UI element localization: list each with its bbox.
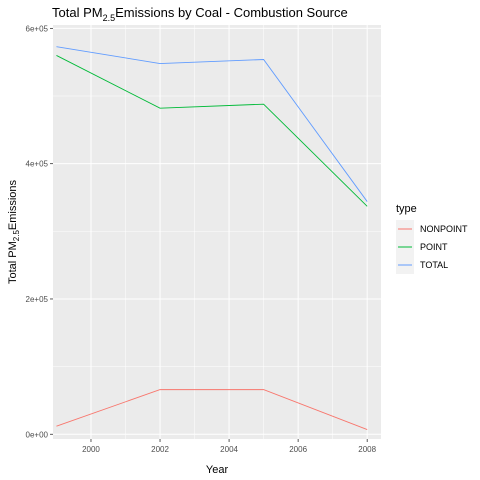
y-tick-label: 0e+00 — [26, 430, 49, 439]
chart-title-suffix: Emissions by Coal - Combustion Source — [115, 5, 348, 20]
y-axis-label-suffix: Emissions — [7, 179, 19, 230]
series-lines — [56, 46, 368, 430]
major-grid — [53, 25, 381, 439]
chart-title-subscript: 2.5 — [103, 13, 116, 23]
x-tick-label: 2006 — [289, 445, 307, 454]
legend-items: NONPOINT POINT TOTAL — [396, 220, 468, 274]
y-axis-label-subscript: 2.5 — [12, 230, 21, 242]
y-tick-label: 2e+05 — [26, 295, 49, 304]
minor-grid — [53, 25, 381, 439]
chart-title: Total PM2.5Emissions by Coal - Combustio… — [52, 5, 348, 23]
legend: type NONPOINT POINT TOTAL — [396, 203, 468, 274]
legend-label: TOTAL — [420, 260, 448, 270]
chart-title-prefix: Total PM — [52, 5, 103, 20]
x-tick-label: 2000 — [82, 445, 100, 454]
series-line-nonpoint — [56, 389, 368, 430]
x-tick-label: 2008 — [358, 445, 376, 454]
x-axis-label: Year — [206, 464, 229, 476]
legend-title: type — [396, 203, 417, 215]
series-line-total — [56, 46, 368, 202]
x-tick-label: 2002 — [151, 445, 169, 454]
y-tick-label: 6e+05 — [26, 24, 49, 33]
x-axis: 2000 2002 2004 2006 2008 — [82, 439, 377, 454]
x-tick-label: 2004 — [220, 445, 238, 454]
legend-label: NONPOINT — [420, 224, 468, 234]
y-axis: 0e+00 2e+05 4e+05 6e+05 — [26, 24, 53, 439]
y-axis-label-prefix: Total PM — [7, 241, 19, 284]
series-line-point — [56, 55, 368, 207]
y-axis-label: Total PM2.5Emissions — [7, 179, 21, 284]
y-tick-label: 4e+05 — [26, 160, 49, 169]
plot-panel — [53, 25, 381, 439]
legend-label: POINT — [420, 242, 448, 252]
